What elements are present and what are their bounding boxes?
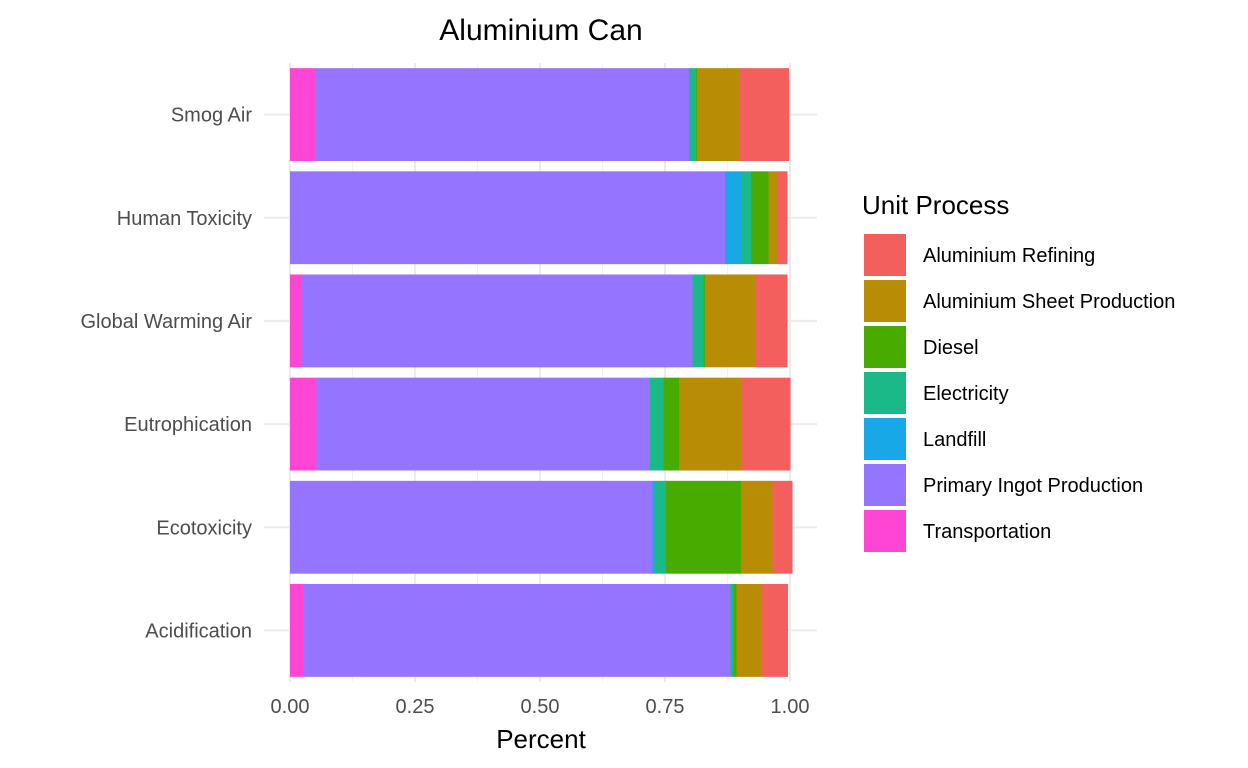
legend-label: Aluminium Sheet Production — [923, 291, 1175, 313]
legend-key-transportation — [864, 510, 906, 552]
bar-segment-diesel — [733, 583, 737, 677]
bar-segment-transportation — [290, 583, 304, 677]
legend-key-aluminium-sheet-production — [864, 280, 906, 322]
bar-segment-aluminium-sheet-production — [679, 377, 742, 471]
bar-segment-diesel — [751, 171, 769, 265]
legend-label: Primary Ingot Production — [923, 475, 1143, 497]
chart-title: Aluminium Can — [439, 14, 642, 47]
legend-key-landfill — [864, 418, 906, 460]
bar-segment-electricity — [654, 480, 666, 574]
x-tick-label: 0.25 — [396, 696, 435, 718]
bar-segment-electricity — [650, 377, 664, 471]
bar-segment-transportation — [290, 377, 317, 471]
bar-segment-diesel — [703, 274, 705, 368]
bar-segment-transportation — [290, 68, 315, 162]
bar-segment-diesel — [666, 480, 741, 574]
bar-segment-diesel — [663, 377, 679, 471]
bar-segment-aluminium-refining — [772, 480, 793, 574]
legend-key-diesel — [864, 326, 906, 368]
x-tick-label: 0.75 — [646, 696, 685, 718]
bar-segment-aluminium-sheet-production — [736, 583, 762, 677]
y-tick-label: Ecotoxicity — [156, 517, 252, 539]
legend: Unit Process Aluminium Refining Aluminium… — [862, 190, 1175, 552]
bar-segment-transportation — [290, 274, 301, 368]
bar-segment-aluminium-sheet-production — [705, 274, 755, 368]
legend-label: Landfill — [923, 429, 986, 451]
bar-segment-primary-ingot-production — [304, 583, 731, 677]
y-tick-label: Smog Air — [171, 105, 252, 127]
bar-segment-aluminium-refining — [741, 377, 791, 471]
bar-segment-landfill — [725, 171, 741, 265]
bar-segment-electricity — [689, 68, 696, 162]
bar-segment-landfill — [652, 480, 655, 574]
bar-segment-electricity — [741, 171, 751, 265]
legend-label: Electricity — [923, 383, 1009, 405]
legend-key-aluminium-refining — [864, 234, 906, 276]
bar-segment-electricity — [730, 583, 734, 677]
y-tick-label: Global Warming Air — [80, 311, 252, 333]
legend-key-electricity — [864, 372, 906, 414]
legend-title: Unit Process — [862, 190, 1009, 220]
legend-key-primary-ingot-production — [864, 464, 906, 506]
legend-label: Transportation — [923, 521, 1051, 543]
x-axis-title: Percent — [496, 724, 586, 754]
bars — [290, 68, 793, 677]
bar-segment-electricity — [692, 274, 704, 368]
y-tick-label: Eutrophication — [124, 414, 252, 436]
bar-segment-diesel — [696, 68, 697, 162]
bar-segment-aluminium-refining — [740, 68, 789, 162]
bar-segment-primary-ingot-production — [315, 68, 689, 162]
bar-segment-aluminium-sheet-production — [768, 171, 778, 265]
y-tick-label: Human Toxicity — [117, 208, 252, 230]
bar-segment-aluminium-sheet-production — [741, 480, 773, 574]
y-axis-tick-labels: Smog Air Human Toxicity Global Warming Air… — [80, 105, 252, 643]
x-tick-label: 1.00 — [771, 696, 810, 718]
bar-segment-aluminium-refining — [755, 274, 788, 368]
bar-segment-aluminium-refining — [777, 171, 788, 265]
y-tick-label: Acidification — [145, 620, 252, 642]
bar-segment-primary-ingot-production — [301, 274, 693, 368]
bar-segment-aluminium-sheet-production — [697, 68, 740, 162]
bar-segment-primary-ingot-production — [290, 171, 725, 265]
legend-label: Diesel — [923, 337, 979, 359]
bar-segment-aluminium-refining — [762, 583, 788, 677]
x-tick-label: 0.50 — [521, 696, 560, 718]
x-axis-tick-labels: 0.00 0.25 0.50 0.75 1.00 — [271, 696, 810, 718]
legend-label: Aluminium Refining — [923, 245, 1095, 267]
bar-segment-primary-ingot-production — [316, 377, 650, 471]
x-tick-label: 0.00 — [271, 696, 310, 718]
bar-segment-primary-ingot-production — [290, 480, 653, 574]
